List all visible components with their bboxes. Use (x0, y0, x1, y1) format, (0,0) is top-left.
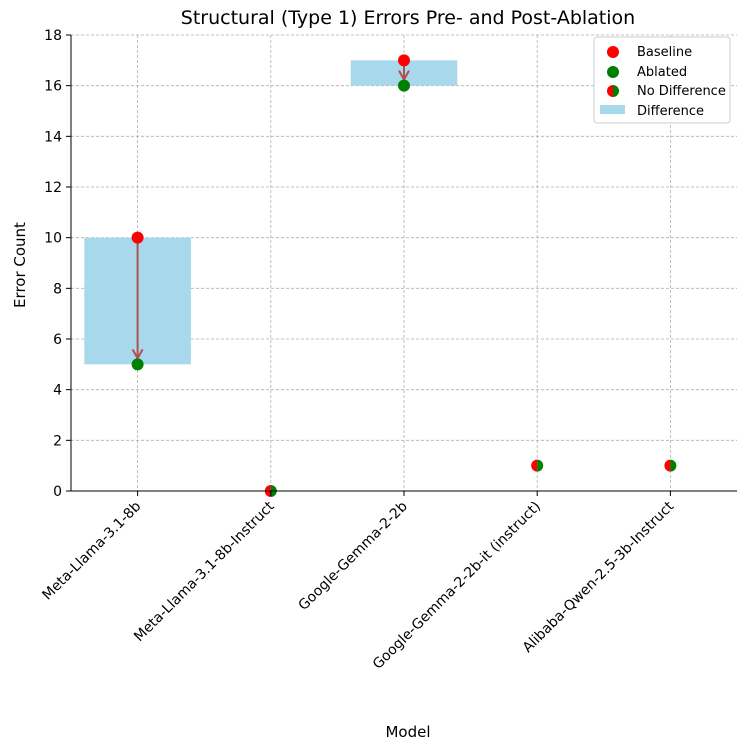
legend-no-difference-marker (607, 85, 619, 97)
y-tick-label: 18 (44, 28, 62, 44)
x-tick-label: Google-Gemma-2-2b (296, 498, 411, 613)
x-tick-label: Meta-Llama-3.1-8b (39, 498, 144, 603)
legend-ablated-label: Ablated (637, 65, 687, 80)
legend-ablated-marker (607, 66, 619, 78)
x-tick-label: Alibaba-Qwen-2.5-3b-Instruct (520, 498, 678, 656)
x-tick-label: Google-Gemma-2-2b-it (instruct) (370, 499, 544, 673)
y-tick-label: 14 (44, 129, 62, 145)
legend-no-difference-label: No Difference (637, 84, 726, 99)
y-axis-label: Error Count (11, 222, 29, 308)
no-difference-point (531, 459, 544, 472)
legend-difference-swatch (600, 105, 625, 114)
legend: Baseline Ablated No Difference Differenc… (593, 36, 731, 124)
baseline-point (398, 54, 410, 67)
y-tick-label: 2 (53, 433, 62, 449)
x-tick-labels: Meta-Llama-3.1-8bMeta-Llama-3.1-8b-Instr… (39, 491, 678, 673)
chart-title: Structural (Type 1) Errors Pre- and Post… (181, 7, 635, 29)
legend-difference-label: Difference (637, 104, 704, 119)
y-tick-label: 4 (53, 383, 62, 399)
y-tick-label: 12 (44, 180, 62, 196)
y-tick-label: 8 (53, 281, 62, 297)
y-tick-label: 10 (44, 231, 62, 247)
y-tick-labels: 0 2 4 6 8 10 12 14 16 18 (44, 28, 71, 500)
legend-frame (593, 36, 731, 124)
x-axis-label: Model (385, 723, 430, 741)
legend-baseline-label: Baseline (637, 45, 692, 60)
y-tick-label: 0 (53, 484, 62, 500)
baseline-point (131, 231, 144, 244)
ablated-point (398, 79, 410, 92)
x-tick-label: Meta-Llama-3.1-8b-Instruct (131, 498, 278, 645)
no-difference-point (664, 459, 677, 472)
y-tick-label: 6 (53, 332, 62, 348)
legend-baseline-marker (607, 46, 619, 58)
y-tick-label: 16 (44, 79, 62, 95)
ablated-point (131, 358, 144, 371)
